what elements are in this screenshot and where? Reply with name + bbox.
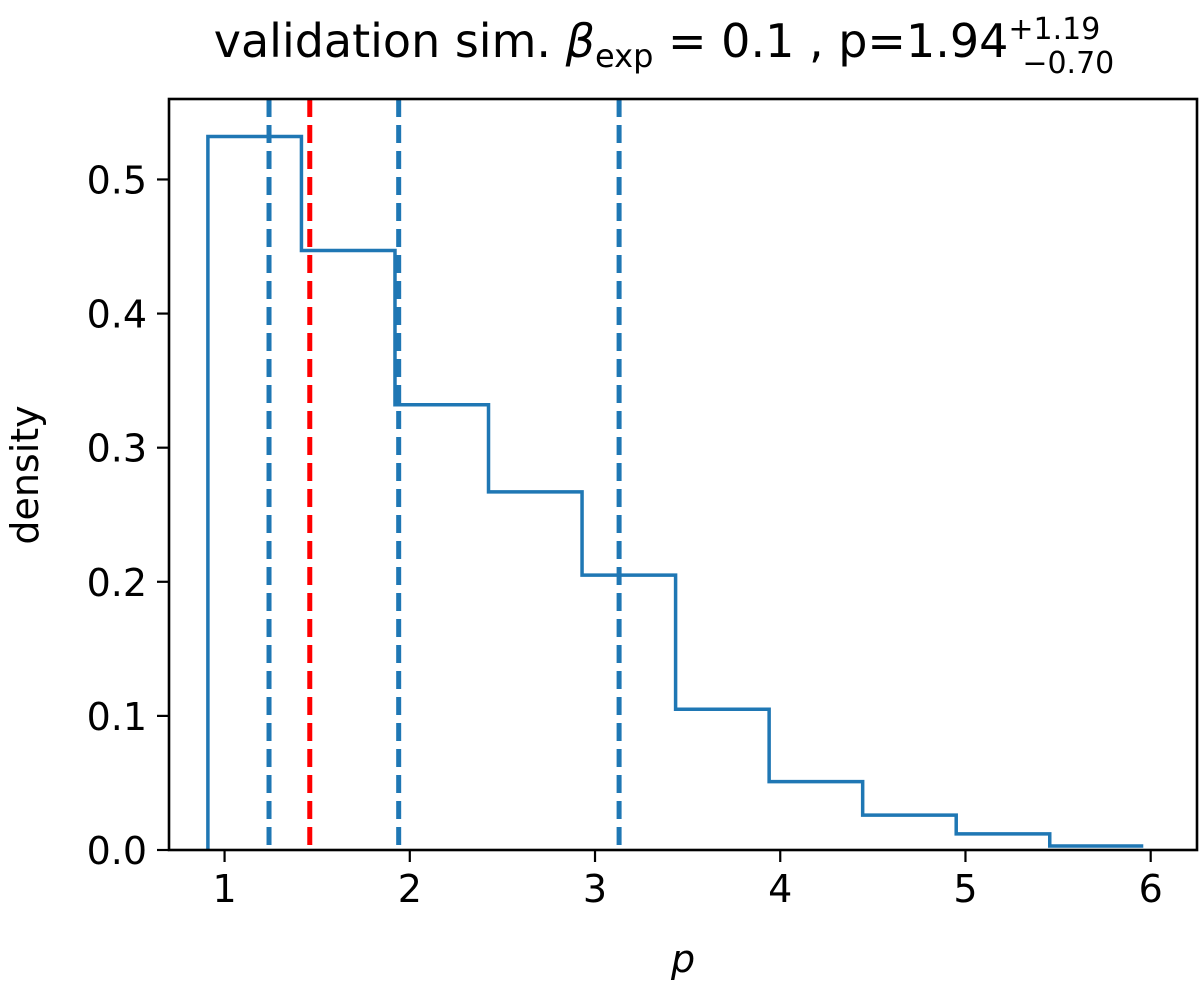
x-tick-label: 6	[1139, 867, 1163, 911]
plot-area	[206, 99, 1144, 850]
x-axis-label: p	[670, 937, 695, 981]
title-upper-error: +1.19	[1008, 12, 1100, 47]
x-tick-label: 5	[953, 867, 977, 911]
x-tick-label: 2	[398, 867, 422, 911]
y-axis-label: density	[3, 405, 47, 544]
title-prefix: validation sim.	[214, 14, 566, 68]
title-beta-value: = 0.1 , p=1.94	[653, 14, 1008, 68]
x-tick-label: 4	[768, 867, 792, 911]
title-beta-subscript: exp	[595, 37, 653, 75]
y-tick-label: 0.1	[87, 695, 147, 739]
y-axis-ticks: 0.0 0.1 0.2 0.3 0.4 0.5	[87, 158, 169, 873]
title-beta-symbol: β	[565, 14, 595, 68]
x-axis-ticks: 1 2 3 4 5 6	[212, 850, 1163, 911]
axes-frame	[167, 97, 1199, 852]
y-tick-label: 0.2	[87, 561, 147, 605]
title-lower-error: −0.70	[1022, 46, 1114, 81]
histogram-step-series	[206, 134, 1144, 850]
vertical-lines-group	[266, 99, 622, 850]
y-tick-label: 0.5	[87, 158, 147, 202]
x-tick-label: 3	[583, 867, 607, 911]
y-tick-label: 0.3	[87, 427, 147, 471]
y-tick-label: 0.0	[87, 829, 147, 873]
chart-title: validation sim. βexp = 0.1 , p=1.94+1.19…	[214, 12, 1115, 81]
y-tick-label: 0.4	[87, 293, 147, 337]
x-tick-label: 1	[212, 867, 236, 911]
